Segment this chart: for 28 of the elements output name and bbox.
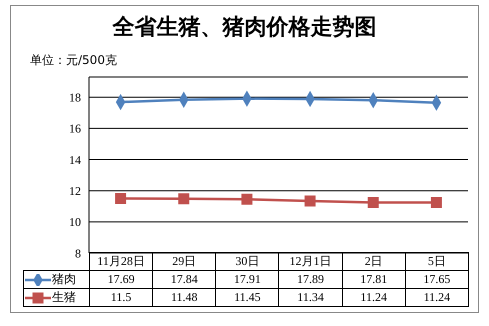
- x-tick-label: 5日: [405, 252, 468, 270]
- y-tick-label: 10: [69, 215, 81, 230]
- x-tick-label: 30日: [216, 252, 279, 270]
- data-label: 17.91: [216, 270, 279, 288]
- x-tick-label: 2日: [342, 252, 406, 270]
- data-label: 17.81: [342, 270, 406, 288]
- y-tick-label: 16: [69, 122, 81, 136]
- data-label: 11.5: [90, 288, 153, 306]
- data-label: 11.24: [342, 288, 406, 306]
- y-tick-label: 12: [69, 184, 81, 198]
- chart-title: 全省生猪、猪肉价格走势图: [111, 14, 378, 42]
- data-label: 11.45: [216, 288, 279, 306]
- data-label: 11.48: [152, 288, 216, 306]
- data-label: 17.65: [405, 270, 468, 288]
- data-label: 17.69: [90, 270, 153, 288]
- data-label: 17.84: [152, 270, 216, 288]
- x-tick-label: 12月1日: [278, 252, 342, 270]
- legend-label: 猪肉: [52, 272, 76, 286]
- legend-label: 生猪: [52, 290, 76, 304]
- x-tick-label: 11月28日: [90, 252, 153, 270]
- x-tick-label: 29日: [152, 252, 216, 270]
- text: 单位：元/500克: [30, 52, 117, 69]
- y-tick-label: 18: [69, 90, 81, 105]
- data-label: 11.24: [405, 288, 468, 306]
- data-label: 11.34: [278, 288, 342, 306]
- y-tick-label: 8: [75, 246, 81, 260]
- data-label: 17.89: [278, 270, 342, 288]
- y-tick-label: 14: [69, 152, 81, 167]
